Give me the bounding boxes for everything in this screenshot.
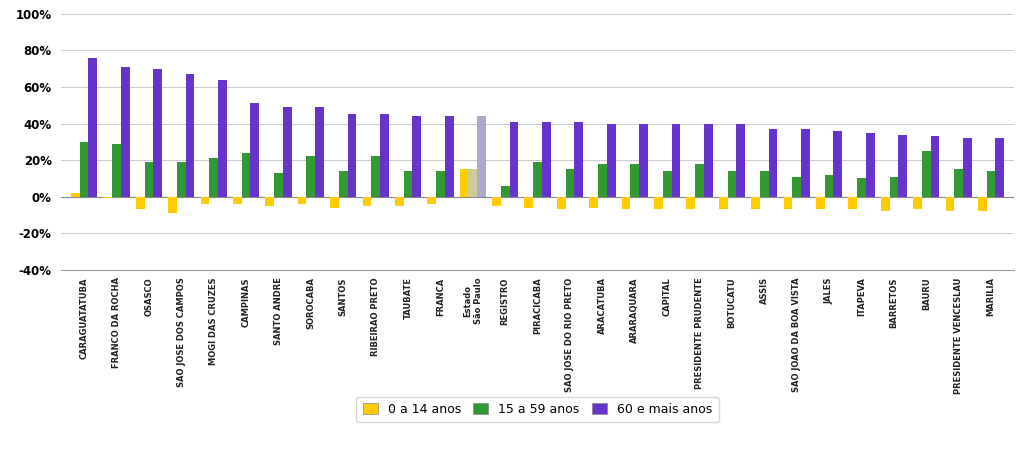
Bar (890, 177, 898, 197)
Bar (816, 197, 824, 209)
Bar (639, 124, 648, 197)
Bar (565, 169, 574, 197)
Bar (232, 197, 242, 204)
Bar (963, 138, 972, 197)
Bar (857, 179, 866, 197)
Bar (436, 171, 444, 197)
Bar (557, 197, 565, 209)
Bar (622, 197, 631, 209)
Bar (121, 67, 130, 197)
Bar (913, 197, 922, 209)
Bar (136, 197, 144, 209)
Bar (242, 153, 251, 197)
Bar (251, 104, 259, 197)
Bar (315, 107, 324, 197)
Bar (589, 197, 598, 207)
Bar (672, 124, 680, 197)
Bar (607, 124, 615, 197)
Bar (71, 193, 80, 197)
Bar (945, 197, 954, 211)
Bar (330, 197, 339, 207)
Bar (185, 74, 195, 197)
Bar (801, 129, 810, 197)
Bar (362, 197, 372, 206)
Bar (736, 124, 745, 197)
Bar (703, 124, 713, 197)
Bar (218, 80, 226, 197)
Bar (477, 116, 486, 197)
Bar (769, 129, 777, 197)
Bar (510, 122, 518, 197)
Bar (380, 114, 389, 197)
Bar (978, 197, 987, 211)
Bar (265, 197, 274, 206)
Bar (460, 169, 468, 197)
Bar (663, 171, 672, 197)
Bar (631, 164, 639, 197)
Bar (834, 131, 843, 197)
Bar (760, 171, 769, 197)
Bar (686, 197, 695, 209)
Bar (954, 169, 963, 197)
Bar (995, 138, 1005, 197)
Bar (403, 171, 413, 197)
Bar (88, 58, 97, 197)
Bar (168, 197, 177, 213)
Bar (283, 107, 292, 197)
Bar (80, 142, 88, 197)
Bar (372, 156, 380, 197)
Bar (339, 171, 347, 197)
Bar (298, 197, 306, 204)
Bar (274, 173, 283, 197)
Bar (103, 197, 113, 199)
Bar (524, 197, 534, 207)
Bar (881, 197, 890, 211)
Bar (695, 164, 703, 197)
Bar (719, 197, 728, 209)
Bar (534, 162, 542, 197)
Bar (752, 197, 760, 209)
Bar (444, 116, 454, 197)
Bar (154, 69, 162, 197)
Bar (413, 116, 421, 197)
Bar (113, 144, 121, 197)
Bar (144, 162, 154, 197)
Bar (395, 197, 403, 206)
Bar (306, 156, 315, 197)
Bar (598, 164, 607, 197)
Legend: 0 a 14 anos, 15 a 59 anos, 60 e mais anos: 0 a 14 anos, 15 a 59 anos, 60 e mais ano… (356, 397, 719, 422)
Bar (542, 122, 551, 197)
Bar (574, 122, 583, 197)
Bar (866, 133, 874, 197)
Bar (987, 171, 995, 197)
Bar (201, 197, 209, 204)
Bar (493, 197, 501, 206)
Bar (728, 171, 736, 197)
Bar (931, 136, 939, 197)
Bar (347, 114, 356, 197)
Bar (849, 197, 857, 209)
Bar (654, 197, 663, 209)
Bar (177, 162, 185, 197)
Bar (783, 197, 793, 209)
Bar (468, 169, 477, 197)
Bar (209, 158, 218, 197)
Bar (824, 175, 834, 197)
Bar (501, 186, 510, 197)
Bar (922, 151, 931, 197)
Bar (898, 134, 907, 197)
Bar (427, 197, 436, 204)
Bar (793, 177, 801, 197)
